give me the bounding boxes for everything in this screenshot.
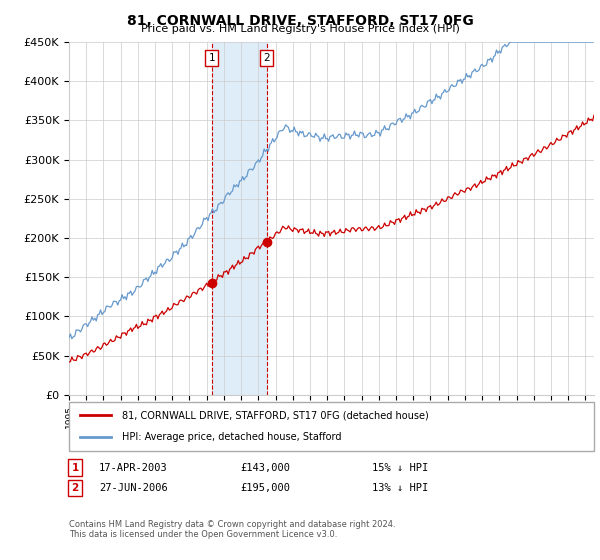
Text: 2: 2 bbox=[263, 53, 270, 63]
Text: 27-JUN-2006: 27-JUN-2006 bbox=[99, 483, 168, 493]
Text: HPI: Average price, detached house, Stafford: HPI: Average price, detached house, Staf… bbox=[121, 432, 341, 442]
Text: 1: 1 bbox=[208, 53, 215, 63]
Text: 1: 1 bbox=[71, 463, 79, 473]
Text: £143,000: £143,000 bbox=[240, 463, 290, 473]
Text: 2: 2 bbox=[71, 483, 79, 493]
Text: Contains HM Land Registry data © Crown copyright and database right 2024.
This d: Contains HM Land Registry data © Crown c… bbox=[69, 520, 395, 539]
Text: Price paid vs. HM Land Registry's House Price Index (HPI): Price paid vs. HM Land Registry's House … bbox=[140, 24, 460, 34]
Text: 17-APR-2003: 17-APR-2003 bbox=[99, 463, 168, 473]
FancyBboxPatch shape bbox=[69, 402, 594, 451]
Text: £195,000: £195,000 bbox=[240, 483, 290, 493]
Text: 81, CORNWALL DRIVE, STAFFORD, ST17 0FG (detached house): 81, CORNWALL DRIVE, STAFFORD, ST17 0FG (… bbox=[121, 410, 428, 421]
Text: 81, CORNWALL DRIVE, STAFFORD, ST17 0FG: 81, CORNWALL DRIVE, STAFFORD, ST17 0FG bbox=[127, 14, 473, 28]
Bar bbox=[212, 42, 267, 395]
Text: 15% ↓ HPI: 15% ↓ HPI bbox=[372, 463, 428, 473]
Text: 13% ↓ HPI: 13% ↓ HPI bbox=[372, 483, 428, 493]
